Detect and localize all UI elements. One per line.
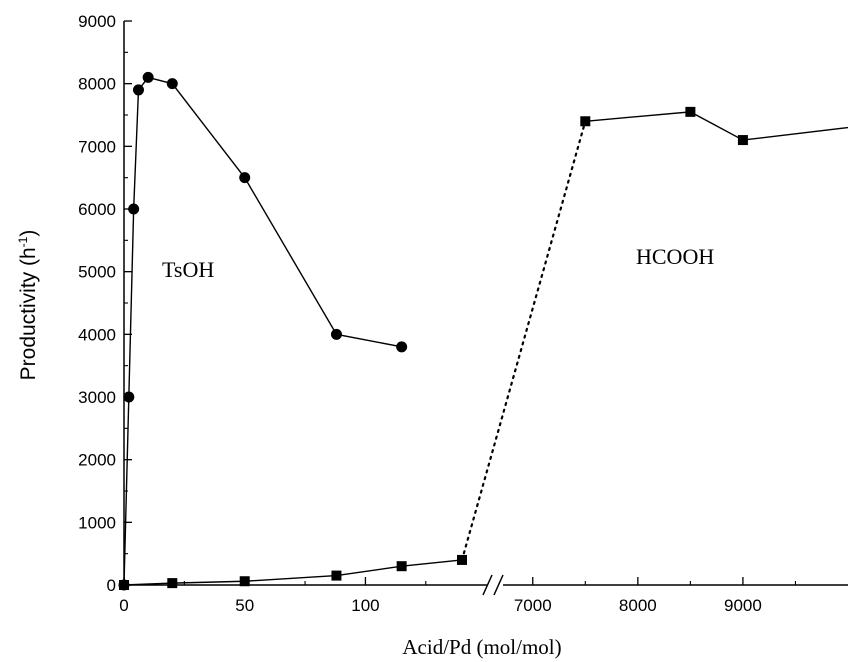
- point-tsoh: [142, 71, 154, 83]
- x-tick-label: 0: [119, 596, 128, 615]
- y-tick-label: 1000: [78, 513, 116, 532]
- point-hcooh: [685, 106, 696, 117]
- y-tick-label: 6000: [78, 200, 116, 219]
- y-axis-title-superscript: -1: [16, 236, 30, 247]
- series-line-hcooh-after-break: [585, 111, 848, 141]
- y-tick-label: 9000: [78, 12, 116, 31]
- y-tick-label: 7000: [78, 137, 116, 156]
- y-tick-label: 8000: [78, 75, 116, 94]
- point-tsoh: [239, 172, 251, 184]
- point-hcooh: [119, 580, 129, 590]
- point-hcooh: [239, 576, 250, 587]
- point-tsoh: [330, 328, 342, 340]
- point-tsoh: [128, 203, 140, 215]
- x-tick-label: 50: [235, 596, 254, 615]
- point-hcooh: [737, 135, 748, 146]
- y-tick-label: 3000: [78, 388, 116, 407]
- point-hcooh: [167, 578, 178, 589]
- y-axis-title-close: ): [17, 230, 40, 237]
- y-tick-label: 4000: [78, 325, 116, 344]
- x-tick-label: 9000: [724, 596, 762, 615]
- point-hcooh: [457, 554, 467, 565]
- point-hcooh: [580, 116, 591, 127]
- y-axis-title: Productivity (h-1): [16, 230, 40, 381]
- x-axis-ticks: 0 50 100 7000 8000 9000: [119, 577, 797, 615]
- x-axis-break-mark-right: [493, 574, 504, 596]
- series-lines: [123, 76, 848, 586]
- series-markers: [118, 71, 748, 591]
- point-hcooh: [331, 570, 342, 581]
- point-tsoh: [396, 341, 408, 353]
- series-line-hcooh: [123, 559, 463, 586]
- point-tsoh: [166, 78, 178, 90]
- series-line-tsoh: [123, 76, 402, 586]
- x-tick-label: 8000: [619, 596, 657, 615]
- x-tick-label: 100: [351, 596, 379, 615]
- axes: [123, 21, 848, 596]
- x-axis-title: Acid/Pd (mol/mol): [402, 635, 561, 659]
- point-tsoh: [132, 84, 144, 96]
- y-axis-title-main: Productivity (h: [17, 247, 40, 380]
- y-tick-label: 2000: [78, 451, 116, 470]
- point-tsoh: [123, 391, 135, 403]
- annotation-tsoh: TsOH: [162, 257, 214, 282]
- y-tick-label: 5000: [78, 263, 116, 282]
- y-axis-ticks: 0 1000 2000 3000 4000 5000 6000 7000 8000 9000: [78, 12, 132, 595]
- annotation-hcooh: HCOOH: [636, 244, 714, 269]
- series-bridge-hcooh: [460, 120, 587, 562]
- y-tick-label: 0: [107, 576, 116, 595]
- point-hcooh: [396, 561, 407, 572]
- x-tick-label: 7000: [514, 596, 552, 615]
- x-axis-break-mark-left: [482, 574, 493, 596]
